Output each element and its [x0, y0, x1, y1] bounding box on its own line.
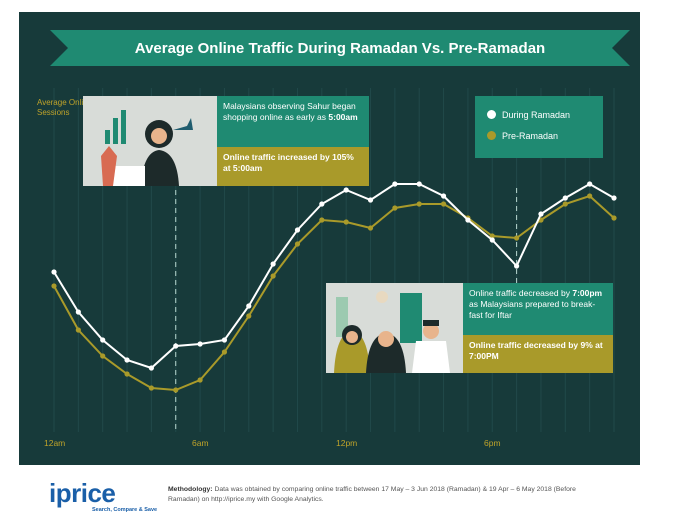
data-point-ramadan: [221, 337, 228, 343]
methodology-note: Methodology: Data was obtained by compar…: [168, 485, 608, 505]
legend-item-ramadan: During Ramadan: [487, 110, 570, 120]
data-point-ramadan: [197, 341, 203, 347]
data-point-ramadan: [538, 211, 544, 217]
logo-tagline: Search, Compare & Save: [92, 507, 158, 513]
data-point-pre-ramadan: [319, 217, 325, 223]
data-point-ramadan: [100, 337, 106, 343]
data-point-ramadan: [587, 181, 593, 187]
data-point-pre-ramadan: [489, 233, 495, 239]
data-point-pre-ramadan: [100, 353, 106, 359]
data-point-pre-ramadan: [367, 225, 374, 231]
data-point-ramadan: [416, 181, 422, 187]
data-point-pre-ramadan: [416, 201, 422, 207]
callout-morning-stat: Online traffic increased by 105% at 5:00…: [217, 147, 369, 186]
title-banner: [50, 30, 630, 66]
data-point-pre-ramadan: [270, 273, 276, 279]
data-point-ramadan: [270, 261, 276, 267]
data-point-pre-ramadan: [148, 385, 154, 391]
data-point-ramadan: [75, 309, 81, 315]
data-point-ramadan: [514, 263, 520, 269]
data-point-pre-ramadan: [514, 235, 520, 241]
iprice-logo: iprice: [49, 478, 116, 508]
series-line-ramadan: [53, 182, 615, 370]
callout-evening-stat: Online traffic decreased by 9% at 7:00PM: [463, 335, 613, 373]
callout-evening-text: Online traffic decreased by 7:00pm as Ma…: [463, 283, 613, 335]
data-point-pre-ramadan: [294, 241, 301, 247]
data-point-ramadan: [294, 227, 301, 233]
data-point-pre-ramadan: [197, 377, 203, 383]
legend-item-pre-ramadan: Pre-Ramadan: [487, 131, 558, 141]
data-point-pre-ramadan: [124, 371, 130, 377]
methodology-text: Data was obtained by comparing online tr…: [168, 486, 576, 503]
data-point-ramadan: [611, 195, 617, 201]
chart-panel: [19, 12, 640, 465]
callout-evening-time: 7:00pm: [572, 288, 603, 298]
data-point-pre-ramadan: [221, 349, 228, 355]
data-point-pre-ramadan: [246, 313, 252, 319]
data-point-pre-ramadan: [611, 215, 617, 221]
data-point-ramadan: [319, 201, 325, 207]
data-point-pre-ramadan: [173, 387, 179, 393]
x-tick-label: 12am: [44, 438, 66, 448]
data-point-ramadan: [51, 269, 57, 275]
data-point-ramadan: [392, 181, 398, 187]
data-point-pre-ramadan: [392, 205, 398, 211]
callout-morning-line: Malaysians observing Sahur began shoppin…: [223, 101, 356, 122]
methodology-label: Methodology:: [168, 486, 213, 493]
callout-morning-text: Malaysians observing Sahur began shoppin…: [217, 96, 369, 147]
callout-morning-time: 5:00am: [328, 112, 358, 122]
data-point-pre-ramadan: [51, 283, 57, 289]
data-point-ramadan: [124, 357, 130, 363]
data-point-pre-ramadan: [440, 201, 447, 207]
legend-label-ramadan: During Ramadan: [502, 110, 571, 120]
data-point-ramadan: [465, 217, 471, 223]
data-point-pre-ramadan: [562, 201, 568, 207]
y-axis-label: Average Online Sessions: [37, 98, 92, 117]
data-point-ramadan: [440, 193, 447, 199]
x-tick-label: 12pm: [336, 438, 358, 448]
legend: During Ramadan Pre-Ramadan: [475, 96, 603, 158]
iftar-illustration: [326, 283, 463, 373]
data-point-ramadan: [562, 195, 568, 201]
data-point-ramadan: [173, 343, 179, 349]
data-point-ramadan: [489, 237, 495, 243]
data-point-ramadan: [367, 197, 374, 203]
data-point-ramadan: [246, 303, 252, 309]
series-line-pre-ramadan: [53, 194, 615, 392]
callout-evening-line-b: as Malaysians prepared to break-fast for…: [469, 299, 596, 320]
callout-evening-line-a: Online traffic decreased by: [469, 288, 570, 298]
data-point-pre-ramadan: [75, 327, 81, 333]
legend-dot-pre-ramadan: [487, 131, 496, 140]
data-point-pre-ramadan: [587, 193, 593, 199]
data-point-ramadan: [343, 187, 349, 193]
x-tick-label: 6pm: [484, 438, 501, 448]
chart-title: Average Online Traffic During Ramadan Vs…: [135, 40, 545, 57]
sahur-illustration: [83, 96, 217, 186]
data-point-pre-ramadan: [343, 219, 349, 225]
data-point-ramadan: [148, 365, 154, 371]
legend-label-pre-ramadan: Pre-Ramadan: [502, 131, 559, 141]
legend-dot-ramadan: [487, 110, 496, 119]
x-tick-label: 6am: [192, 438, 209, 448]
